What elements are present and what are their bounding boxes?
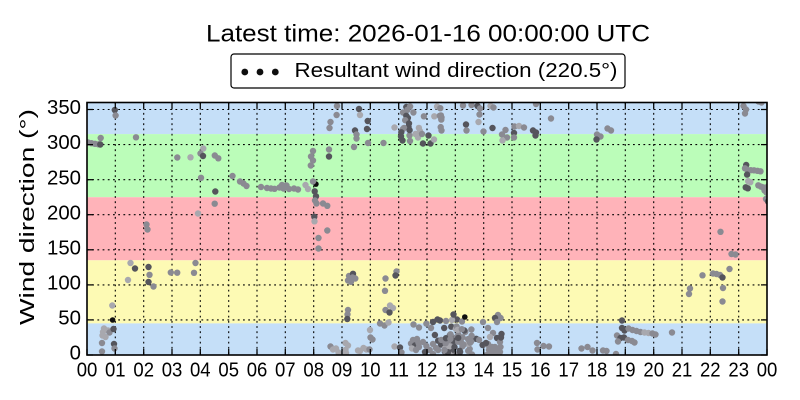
- svg-text:04: 04: [190, 360, 211, 382]
- svg-text:12: 12: [417, 360, 438, 382]
- svg-text:100: 100: [47, 273, 81, 295]
- svg-text:16: 16: [530, 360, 551, 382]
- svg-text:15: 15: [502, 360, 523, 382]
- svg-text:01: 01: [105, 360, 126, 382]
- svg-text:09: 09: [332, 360, 353, 382]
- svg-text:00: 00: [77, 360, 98, 382]
- svg-text:Resultant wind direction (220.: Resultant wind direction (220.5°): [295, 60, 618, 82]
- svg-text:250: 250: [47, 167, 81, 189]
- svg-text:150: 150: [47, 237, 81, 259]
- svg-text:19: 19: [615, 360, 636, 382]
- svg-text:21: 21: [672, 360, 693, 382]
- svg-text:22: 22: [700, 360, 721, 382]
- svg-text:11: 11: [388, 360, 409, 382]
- svg-text:200: 200: [47, 202, 81, 224]
- svg-text:08: 08: [303, 360, 324, 382]
- svg-text:14: 14: [473, 360, 494, 382]
- svg-text:07: 07: [275, 360, 296, 382]
- svg-text:06: 06: [247, 360, 268, 382]
- svg-text:350: 350: [47, 97, 81, 119]
- svg-text:Wind direction (°): Wind direction (°): [17, 109, 39, 325]
- svg-text:00: 00: [757, 360, 778, 382]
- svg-text:17: 17: [558, 360, 579, 382]
- svg-text:02: 02: [133, 360, 154, 382]
- svg-text:0: 0: [70, 343, 81, 365]
- svg-text:50: 50: [58, 308, 81, 330]
- svg-text:23: 23: [728, 360, 749, 382]
- svg-text:300: 300: [47, 132, 81, 154]
- svg-text:13: 13: [445, 360, 466, 382]
- svg-text:18: 18: [587, 360, 608, 382]
- svg-text:03: 03: [162, 360, 183, 382]
- svg-text:05: 05: [218, 360, 239, 382]
- svg-text:20: 20: [643, 360, 664, 382]
- svg-text:10: 10: [360, 360, 381, 382]
- svg-text:Latest time: 2026-01-16 00:00:: Latest time: 2026-01-16 00:00:00 UTC: [206, 21, 650, 48]
